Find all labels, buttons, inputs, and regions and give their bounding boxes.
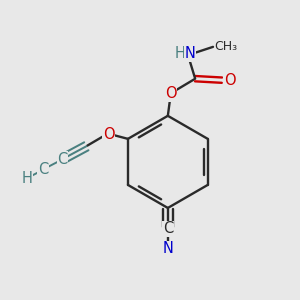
- Text: H: H: [21, 171, 32, 186]
- Text: C: C: [57, 152, 68, 166]
- Text: O: O: [165, 86, 177, 101]
- Text: N: N: [185, 46, 196, 61]
- Text: O: O: [103, 127, 114, 142]
- Text: N: N: [162, 242, 173, 256]
- Text: C: C: [163, 221, 173, 236]
- Text: O: O: [224, 73, 236, 88]
- Text: H: H: [174, 46, 185, 61]
- Text: C: C: [38, 162, 48, 177]
- Text: CH₃: CH₃: [214, 40, 237, 53]
